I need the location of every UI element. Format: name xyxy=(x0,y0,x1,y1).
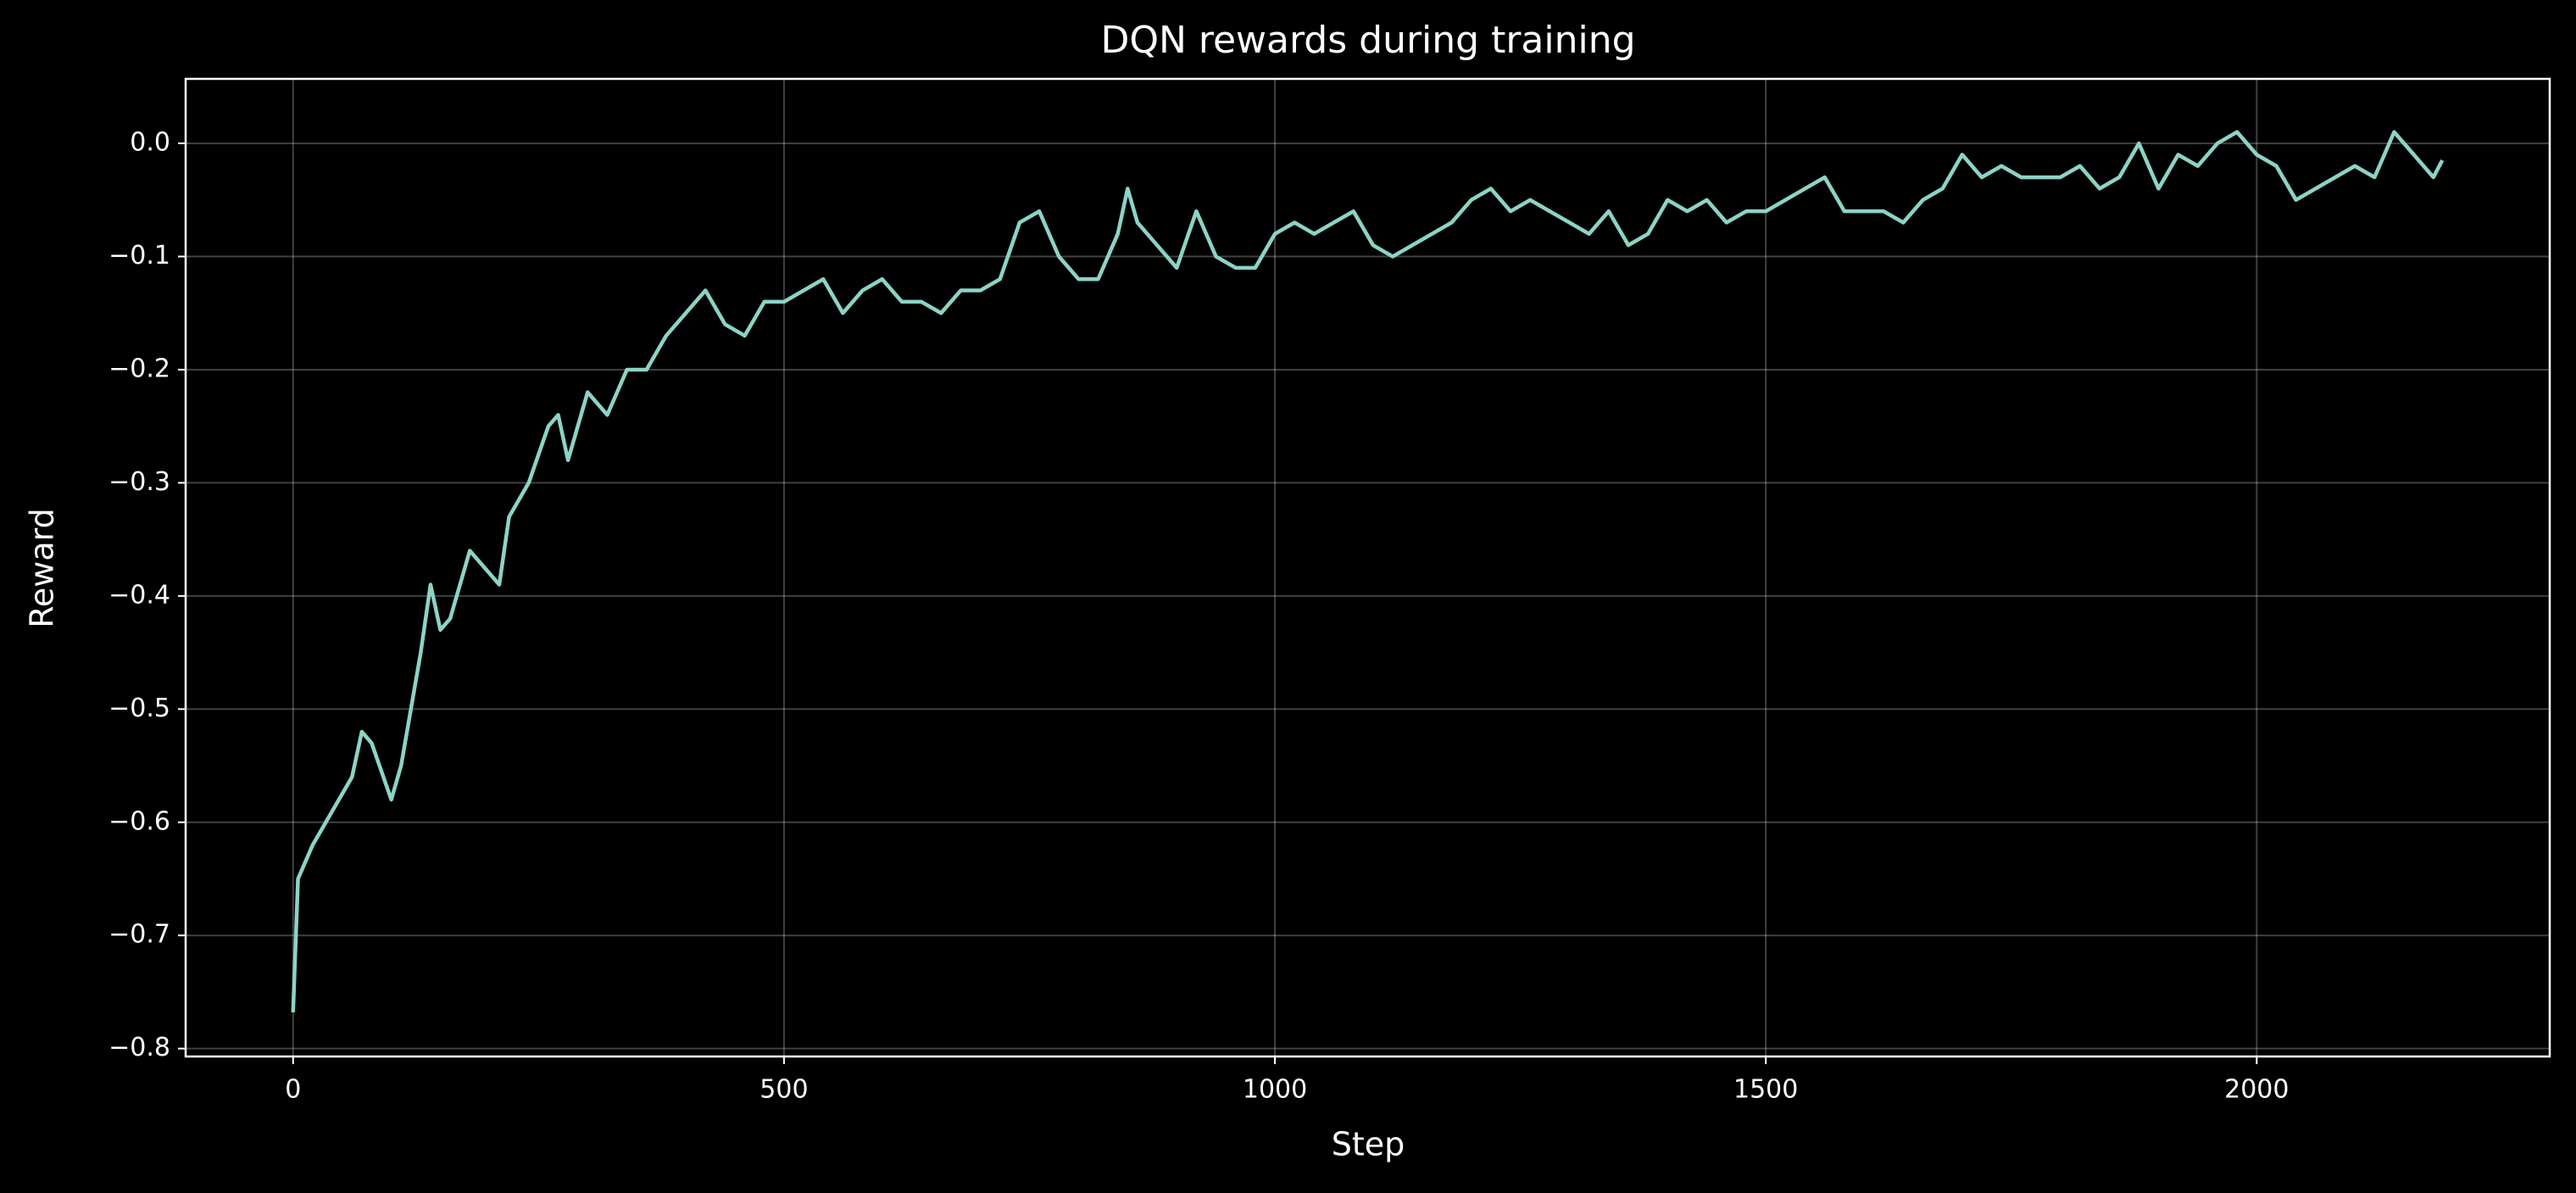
y-tick-label: −0.2 xyxy=(108,354,170,383)
x-tick-label: 1000 xyxy=(1243,1075,1307,1105)
y-axis-label: Reward xyxy=(24,508,61,628)
y-tick-label: −0.6 xyxy=(108,806,170,836)
y-tick-label: −0.8 xyxy=(108,1033,170,1062)
y-tick-label: −0.3 xyxy=(108,467,170,497)
data-line xyxy=(291,130,2445,1013)
y-tick-label: −0.5 xyxy=(108,694,170,723)
y-tick-label: −0.7 xyxy=(108,920,170,950)
y-tick-label: −0.1 xyxy=(108,241,170,270)
x-tick-label: 2000 xyxy=(2224,1075,2289,1105)
x-tick-label: 1500 xyxy=(1733,1075,1798,1105)
x-tick-label: 0 xyxy=(285,1075,301,1105)
axes-frame xyxy=(184,77,2551,1058)
y-tick-label: −0.4 xyxy=(108,580,170,610)
x-axis-label: Step xyxy=(1332,1126,1405,1163)
y-tick-label: 0.0 xyxy=(130,128,170,158)
x-tick-label: 500 xyxy=(759,1075,808,1105)
chart-title: DQN rewards during training xyxy=(1100,19,1635,62)
